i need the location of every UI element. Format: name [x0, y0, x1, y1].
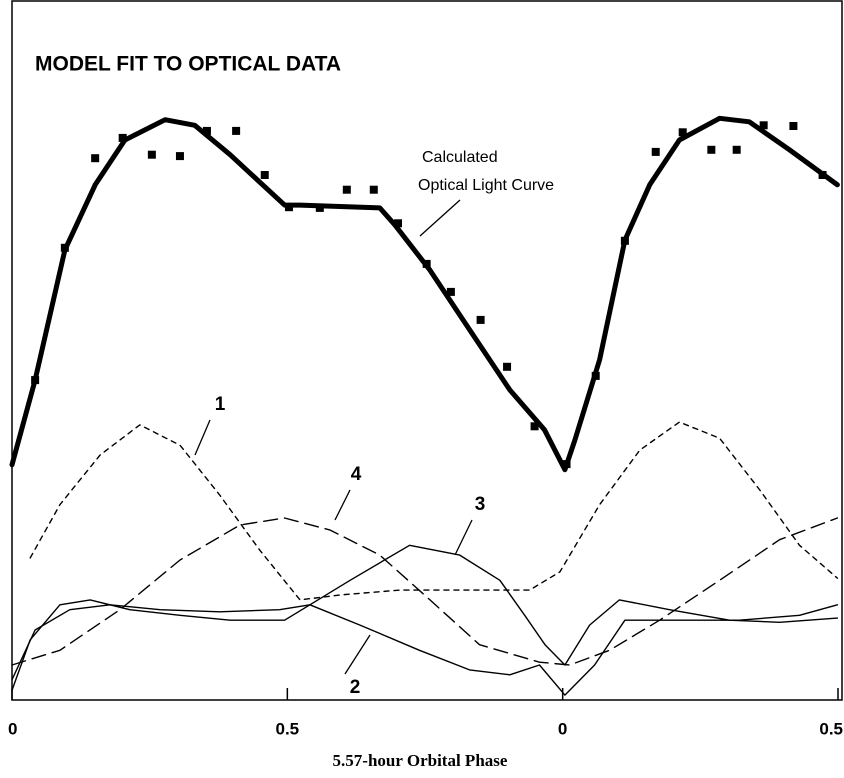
data-point [503, 362, 512, 371]
data-point [91, 154, 100, 163]
data-point [707, 145, 716, 154]
x-tick-label: 0.5 [819, 719, 843, 738]
data-point [202, 126, 211, 135]
x-tick-label: 0 [558, 719, 567, 738]
data-point [446, 287, 455, 296]
annotation: Optical Light Curve [418, 177, 554, 194]
data-point [232, 126, 241, 135]
data-point [422, 259, 431, 268]
data-point [651, 147, 660, 156]
x-tick-label: 0 [8, 719, 17, 738]
data-point [818, 171, 827, 179]
data-point [476, 315, 485, 324]
data-point [60, 243, 69, 252]
data-point [147, 150, 156, 159]
data-point [789, 122, 798, 130]
component-leader [334, 489, 351, 521]
data-point [369, 185, 378, 194]
model-curve [9, 115, 840, 473]
component-leader [194, 419, 211, 456]
data-point [759, 121, 768, 130]
component-curve [29, 421, 839, 601]
component-curve [11, 604, 839, 696]
data-point [260, 171, 269, 179]
x-tick-label: 0.5 [276, 719, 300, 738]
data-point [31, 376, 40, 385]
data-point [562, 460, 571, 469]
data-point [284, 203, 293, 212]
component-leader [344, 634, 371, 675]
component-label: 3 [475, 494, 486, 515]
component-label: 2 [350, 677, 361, 698]
component-label: 4 [351, 464, 362, 485]
annotation: Calculated [422, 149, 498, 166]
annotation-leader [419, 199, 461, 237]
component-curve [11, 544, 839, 691]
component-curve [11, 517, 839, 666]
plot-frame [11, 0, 843, 701]
component-leader [454, 519, 473, 556]
component-label: 1 [215, 394, 226, 415]
data-point [118, 133, 127, 142]
data-point [394, 219, 403, 228]
data-point [342, 185, 351, 194]
data-point [678, 128, 687, 137]
data-point [620, 236, 629, 245]
data-point [530, 422, 539, 431]
data-point [175, 152, 184, 161]
data-point [315, 203, 324, 212]
chart-title: MODEL FIT TO OPTICAL DATA [35, 53, 341, 76]
data-point [591, 371, 600, 380]
data-point [732, 145, 741, 154]
x-axis-label: 5.57-hour Orbital Phase [333, 751, 508, 770]
